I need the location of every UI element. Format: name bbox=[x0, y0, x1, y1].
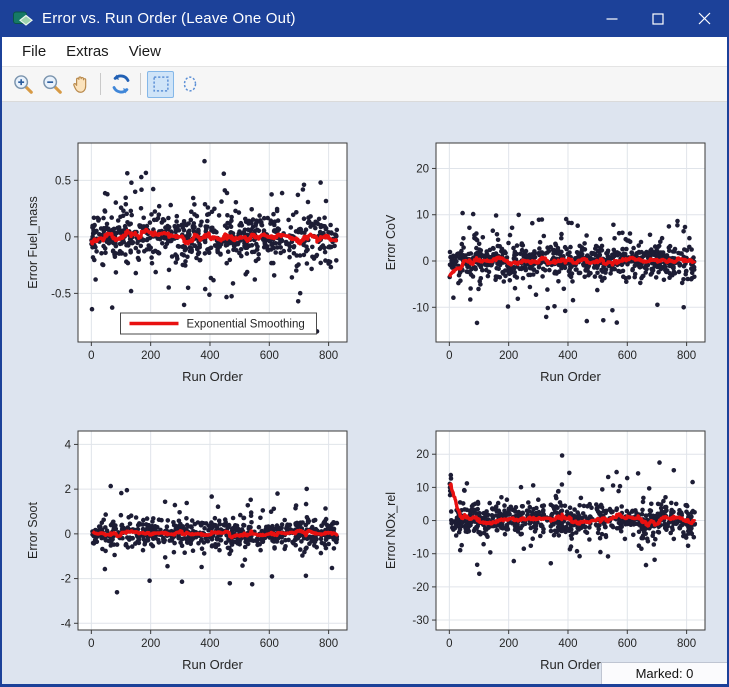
refresh-button[interactable] bbox=[107, 71, 134, 98]
menu-bar: File Extras View bbox=[2, 37, 727, 67]
menu-extras[interactable]: Extras bbox=[66, 43, 109, 60]
svg-text:20: 20 bbox=[416, 449, 429, 461]
svg-text:600: 600 bbox=[260, 638, 279, 650]
svg-text:-2: -2 bbox=[61, 574, 71, 586]
svg-text:200: 200 bbox=[141, 350, 160, 362]
svg-text:Error NOx_rel: Error NOx_rel bbox=[384, 492, 398, 569]
svg-text:Error Fuel_mass: Error Fuel_mass bbox=[26, 196, 40, 288]
svg-text:400: 400 bbox=[200, 638, 219, 650]
refresh-arrows-icon bbox=[112, 74, 129, 94]
minimize-button[interactable] bbox=[589, 0, 635, 37]
svg-text:-30: -30 bbox=[412, 615, 429, 627]
svg-text:600: 600 bbox=[618, 350, 637, 362]
menu-file[interactable]: File bbox=[22, 43, 47, 60]
svg-text:0: 0 bbox=[423, 256, 429, 268]
svg-text:-0.5: -0.5 bbox=[51, 288, 71, 300]
svg-text:800: 800 bbox=[319, 350, 338, 362]
svg-text:0: 0 bbox=[65, 529, 71, 541]
svg-text:0: 0 bbox=[65, 232, 71, 244]
svg-text:Run Order: Run Order bbox=[182, 369, 243, 384]
plot-error-fuel-mass[interactable]: 0 200 400 600 800 -0.5 0 0.5 Run Order Error Fuel… bbox=[24, 136, 356, 388]
svg-text:0: 0 bbox=[88, 638, 94, 650]
pan-button[interactable] bbox=[67, 71, 94, 98]
maximize-icon bbox=[652, 12, 664, 25]
svg-text:800: 800 bbox=[677, 638, 696, 650]
svg-text:-20: -20 bbox=[412, 582, 429, 594]
svg-text:400: 400 bbox=[558, 350, 577, 362]
window-title: Error vs. Run Order (Leave One Out) bbox=[42, 10, 296, 27]
svg-text:200: 200 bbox=[141, 638, 160, 650]
svg-text:200: 200 bbox=[499, 350, 518, 362]
svg-text:Run Order: Run Order bbox=[540, 369, 601, 384]
svg-text:600: 600 bbox=[618, 638, 637, 650]
hand-icon bbox=[72, 76, 86, 93]
svg-text:0: 0 bbox=[423, 516, 429, 528]
close-icon bbox=[698, 12, 710, 25]
svg-text:20: 20 bbox=[416, 163, 429, 175]
menu-view[interactable]: View bbox=[128, 43, 161, 60]
svg-text:Exponential Smoothing: Exponential Smoothing bbox=[187, 319, 305, 331]
ellipse-select-button[interactable] bbox=[176, 71, 203, 98]
svg-text:800: 800 bbox=[319, 638, 338, 650]
svg-text:-10: -10 bbox=[412, 302, 429, 314]
svg-text:400: 400 bbox=[558, 638, 577, 650]
toolbar-separator bbox=[140, 73, 141, 95]
plot-error-soot[interactable]: 0 200 400 600 800 -4 -2 0 2 4 Run Order Error Soot bbox=[24, 424, 356, 676]
marked-count-label: Marked: 0 bbox=[635, 666, 694, 681]
plot-grid: 0 200 400 600 800 -0.5 0 0.5 Run Order Error Fuel… bbox=[2, 102, 727, 684]
svg-text:0: 0 bbox=[88, 350, 94, 362]
toolbar-separator bbox=[100, 73, 101, 95]
svg-text:400: 400 bbox=[200, 350, 219, 362]
plot-error-cov[interactable]: 0 200 400 600 800 -10 0 10 20 Run Order Error CoV bbox=[382, 136, 714, 388]
svg-text:-4: -4 bbox=[61, 618, 72, 630]
close-button[interactable] bbox=[681, 0, 727, 37]
svg-text:Run Order: Run Order bbox=[182, 657, 243, 672]
svg-text:Error CoV: Error CoV bbox=[384, 214, 398, 270]
svg-text:0.5: 0.5 bbox=[55, 175, 71, 187]
zoom-out-button[interactable] bbox=[38, 71, 65, 98]
zoom-in-button[interactable] bbox=[9, 71, 36, 98]
svg-text:10: 10 bbox=[416, 210, 429, 222]
svg-text:800: 800 bbox=[677, 350, 696, 362]
app-logo-icon bbox=[13, 11, 33, 26]
maximize-button[interactable] bbox=[635, 0, 681, 37]
status-bar: Marked: 0 bbox=[601, 662, 727, 684]
svg-text:Error Soot: Error Soot bbox=[26, 501, 40, 558]
svg-text:2: 2 bbox=[65, 484, 71, 496]
dashed-ellipse-icon bbox=[183, 76, 196, 92]
svg-text:-10: -10 bbox=[412, 549, 429, 561]
svg-text:0: 0 bbox=[446, 350, 452, 362]
magnifier-plus-icon bbox=[13, 75, 33, 94]
svg-text:Run Order: Run Order bbox=[540, 657, 601, 672]
svg-text:10: 10 bbox=[416, 482, 429, 494]
toolbar bbox=[2, 67, 727, 102]
dashed-rectangle-icon bbox=[152, 76, 169, 92]
svg-text:600: 600 bbox=[260, 350, 279, 362]
svg-text:0: 0 bbox=[446, 638, 452, 650]
minimize-icon bbox=[606, 17, 618, 20]
plot-error-nox-rel[interactable]: 0 200 400 600 800 -30 -20 -10 0 10 20 Run Order Erro… bbox=[382, 424, 714, 676]
svg-text:4: 4 bbox=[65, 439, 72, 451]
magnifier-minus-icon bbox=[42, 75, 62, 94]
svg-text:200: 200 bbox=[499, 638, 518, 650]
rectangle-select-button[interactable] bbox=[147, 70, 174, 98]
title-bar: Error vs. Run Order (Leave One Out) bbox=[2, 0, 727, 37]
